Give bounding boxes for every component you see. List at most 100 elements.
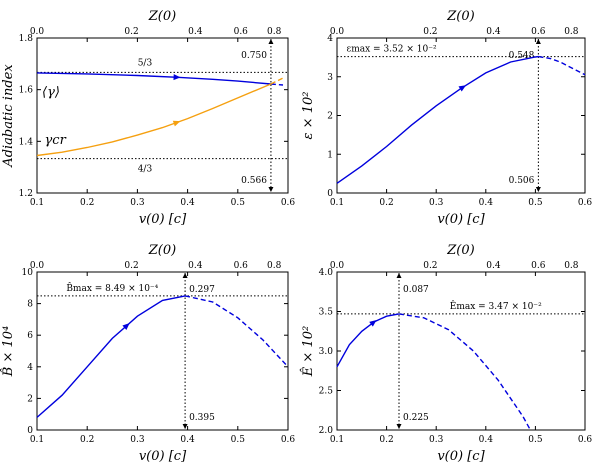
series-line: [336, 313, 400, 368]
y-tick-label: 3: [327, 73, 333, 83]
plot-frame: [36, 37, 289, 194]
top-tick-label: 0.8: [564, 27, 579, 37]
top-tick-label: 0.2: [423, 27, 437, 37]
x-tick-label: 0.1: [30, 198, 44, 208]
y-tick-label: 6: [27, 331, 33, 341]
x-tick-label: 0.1: [30, 435, 44, 445]
series-arrow-marker: [122, 323, 130, 330]
x-tick-label: 0.3: [130, 198, 145, 208]
vline-bottom-label: 0.395: [189, 413, 215, 423]
series-dashed-line: [270, 77, 284, 85]
top-tick-label: 0.2: [124, 261, 138, 271]
x-tick-label: 0.4: [479, 435, 494, 445]
x-tick-label: 0.3: [429, 198, 444, 208]
top-tick-label: 0.6: [234, 27, 249, 37]
y-tick-label: 2.0: [319, 426, 334, 436]
x-axis-label: v(0) [c]: [437, 212, 485, 227]
y-axis-label: ε × 10²: [301, 92, 316, 140]
vline-arrow-down: [535, 187, 541, 192]
series-dashed-line: [398, 313, 532, 431]
x-tick-label: 0.1: [330, 435, 344, 445]
series-dashed-line: [184, 295, 289, 368]
x-tick-label: 0.6: [281, 198, 296, 208]
top-tick-label: 0.6: [531, 261, 546, 271]
max-label: Êmax = 3.47 × 10⁻²: [450, 300, 542, 312]
y-axis-label: Adiabatic index: [1, 64, 16, 168]
y-tick-label: 3.5: [319, 308, 334, 318]
x-tick-label: 0.2: [80, 435, 94, 445]
top-tick-label: 0.0: [30, 27, 45, 37]
vline-arrow-down: [396, 424, 402, 429]
vline-arrow-down: [268, 187, 274, 192]
vline-arrow-up: [268, 39, 274, 44]
series-arrow-marker: [369, 319, 377, 327]
vline-bottom-label: 0.566: [241, 176, 267, 186]
x-axis-label: v(0) [c]: [139, 449, 187, 464]
vline-arrow-down: [182, 424, 188, 429]
y-tick-label: 8: [27, 300, 33, 310]
x-tick-label: 0.4: [180, 198, 195, 208]
vline-arrow-up: [535, 39, 541, 44]
hline-label: 5/3: [138, 58, 153, 68]
x-tick-label: 0.2: [379, 435, 393, 445]
y-tick-label: 4.0: [319, 268, 334, 278]
x-tick-label: 0.5: [528, 198, 543, 208]
x-tick-label: 0.6: [578, 435, 593, 445]
vline-bottom-label: 0.506: [509, 176, 535, 186]
top-tick-label: 0.8: [267, 27, 282, 37]
top-tick-label: 0.4: [188, 261, 203, 271]
vline-arrow-up: [182, 273, 188, 278]
y-tick-label: 4: [27, 363, 33, 373]
y-tick-label: 2: [327, 112, 333, 122]
panel-1: 0.1 0.2 0.3 0.4 0.5 0.6 1.2 1.4 1.6 1.80.0 0.2 0.4 0…: [1, 9, 295, 227]
x-tick-label: 0.4: [180, 435, 195, 445]
series-line: [36, 72, 271, 85]
series-arrow-marker: [172, 120, 181, 127]
top-tick-label: 0.6: [234, 261, 249, 271]
top-tick-label: 0.4: [188, 27, 203, 37]
vline-top-label: 0.548: [509, 51, 535, 61]
x-tick-label: 0.1: [330, 198, 344, 208]
top-axis-label: Z(0): [446, 243, 474, 258]
x-tick-label: 0.4: [479, 198, 494, 208]
panel-4: 0.1 0.2 0.3 0.4 0.5 0.6 2.0 2.5 3.0 3.5 4.00.0 0.2 0…: [300, 243, 592, 464]
y-tick-label: 0: [327, 189, 333, 199]
vline-top-label: 0.297: [189, 285, 215, 295]
vline-bottom-label: 0.225: [403, 413, 429, 423]
x-tick-label: 0.3: [429, 435, 444, 445]
x-tick-label: 0.5: [231, 435, 246, 445]
top-tick-label: 0.8: [564, 261, 579, 271]
x-tick-label: 0.5: [528, 435, 543, 445]
top-axis-label: Z(0): [148, 243, 176, 258]
y-tick-label: 4: [327, 34, 333, 44]
top-axis-label: Z(0): [148, 9, 176, 24]
y-tick-label: 1.6: [19, 86, 34, 96]
top-tick-label: 0.8: [267, 261, 282, 271]
y-tick-label: 1.4: [19, 137, 34, 147]
y-axis-label: Ê × 10²: [300, 326, 316, 377]
x-tick-label: 0.2: [379, 198, 393, 208]
series-line: [36, 83, 272, 157]
top-tick-label: 0.2: [423, 261, 437, 271]
series-line: [36, 295, 186, 418]
top-tick-label: 0.4: [486, 261, 501, 271]
max-label: B̂max = 8.49 × 10⁻⁴: [66, 282, 158, 294]
series-dashed-line: [270, 83, 284, 86]
top-axis-label: Z(0): [446, 9, 474, 24]
top-tick-label: 0.4: [486, 27, 501, 37]
plot-frame: [336, 37, 586, 194]
top-tick-label: 0.0: [330, 27, 345, 37]
top-tick-label: 0.0: [330, 261, 345, 271]
x-tick-label: 0.5: [231, 198, 246, 208]
x-axis-label: v(0) [c]: [437, 449, 485, 464]
y-axis-label: B̂ × 10⁴: [0, 326, 16, 377]
panel-2: 0.1 0.2 0.3 0.4 0.5 0.6 0 1 2 3 40.0 0.2 0.4 0.6 0.8 v(…: [301, 9, 592, 227]
y-tick-label: 0: [27, 426, 33, 436]
series-dashed-line: [538, 55, 586, 76]
vline-arrow-up: [396, 273, 402, 278]
panel-3: 0.1 0.2 0.3 0.4 0.5 0.6 0 2 4 6 8 100.0 0.2 0.4 0.6 0.8…: [0, 243, 295, 464]
y-tick-label: 2: [27, 394, 33, 404]
max-label: εmax = 3.52 × 10⁻²: [347, 45, 437, 55]
series-label: γcr: [45, 133, 67, 148]
x-tick-label: 0.6: [281, 435, 296, 445]
